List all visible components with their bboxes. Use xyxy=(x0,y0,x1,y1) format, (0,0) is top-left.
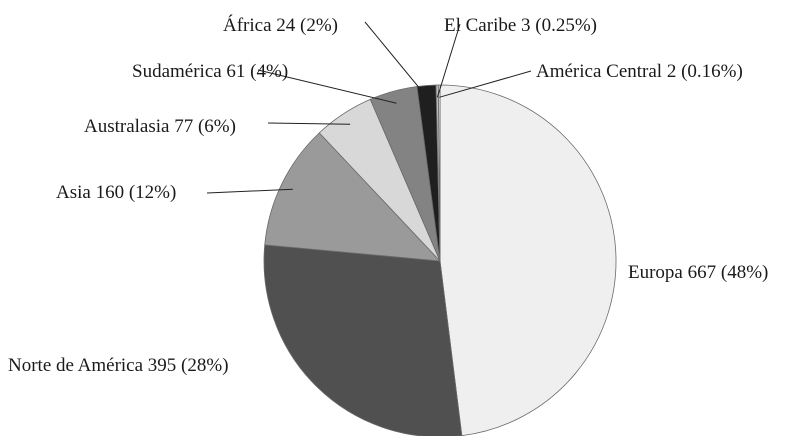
label-africa: África 24 (2%) xyxy=(223,14,338,36)
label-asia: Asia 160 (12%) xyxy=(56,182,176,203)
pie-slices xyxy=(264,85,616,436)
label-america-central: América Central 2 (0.16%) xyxy=(536,61,743,82)
label-australasia: Australasia 77 (6%) xyxy=(84,116,236,137)
slice-norte-de-america xyxy=(264,245,462,436)
label-europa: Europa 667 (48%) xyxy=(628,262,768,283)
label-norte-de-america: Norte de América 395 (28%) xyxy=(8,355,229,376)
leader-line xyxy=(365,22,427,98)
slice-europa xyxy=(440,85,616,436)
label-sudamerica: Sudamérica 61 (4%) xyxy=(132,61,288,82)
label-el-caribe: El Caribe 3 (0.25%) xyxy=(444,15,597,36)
